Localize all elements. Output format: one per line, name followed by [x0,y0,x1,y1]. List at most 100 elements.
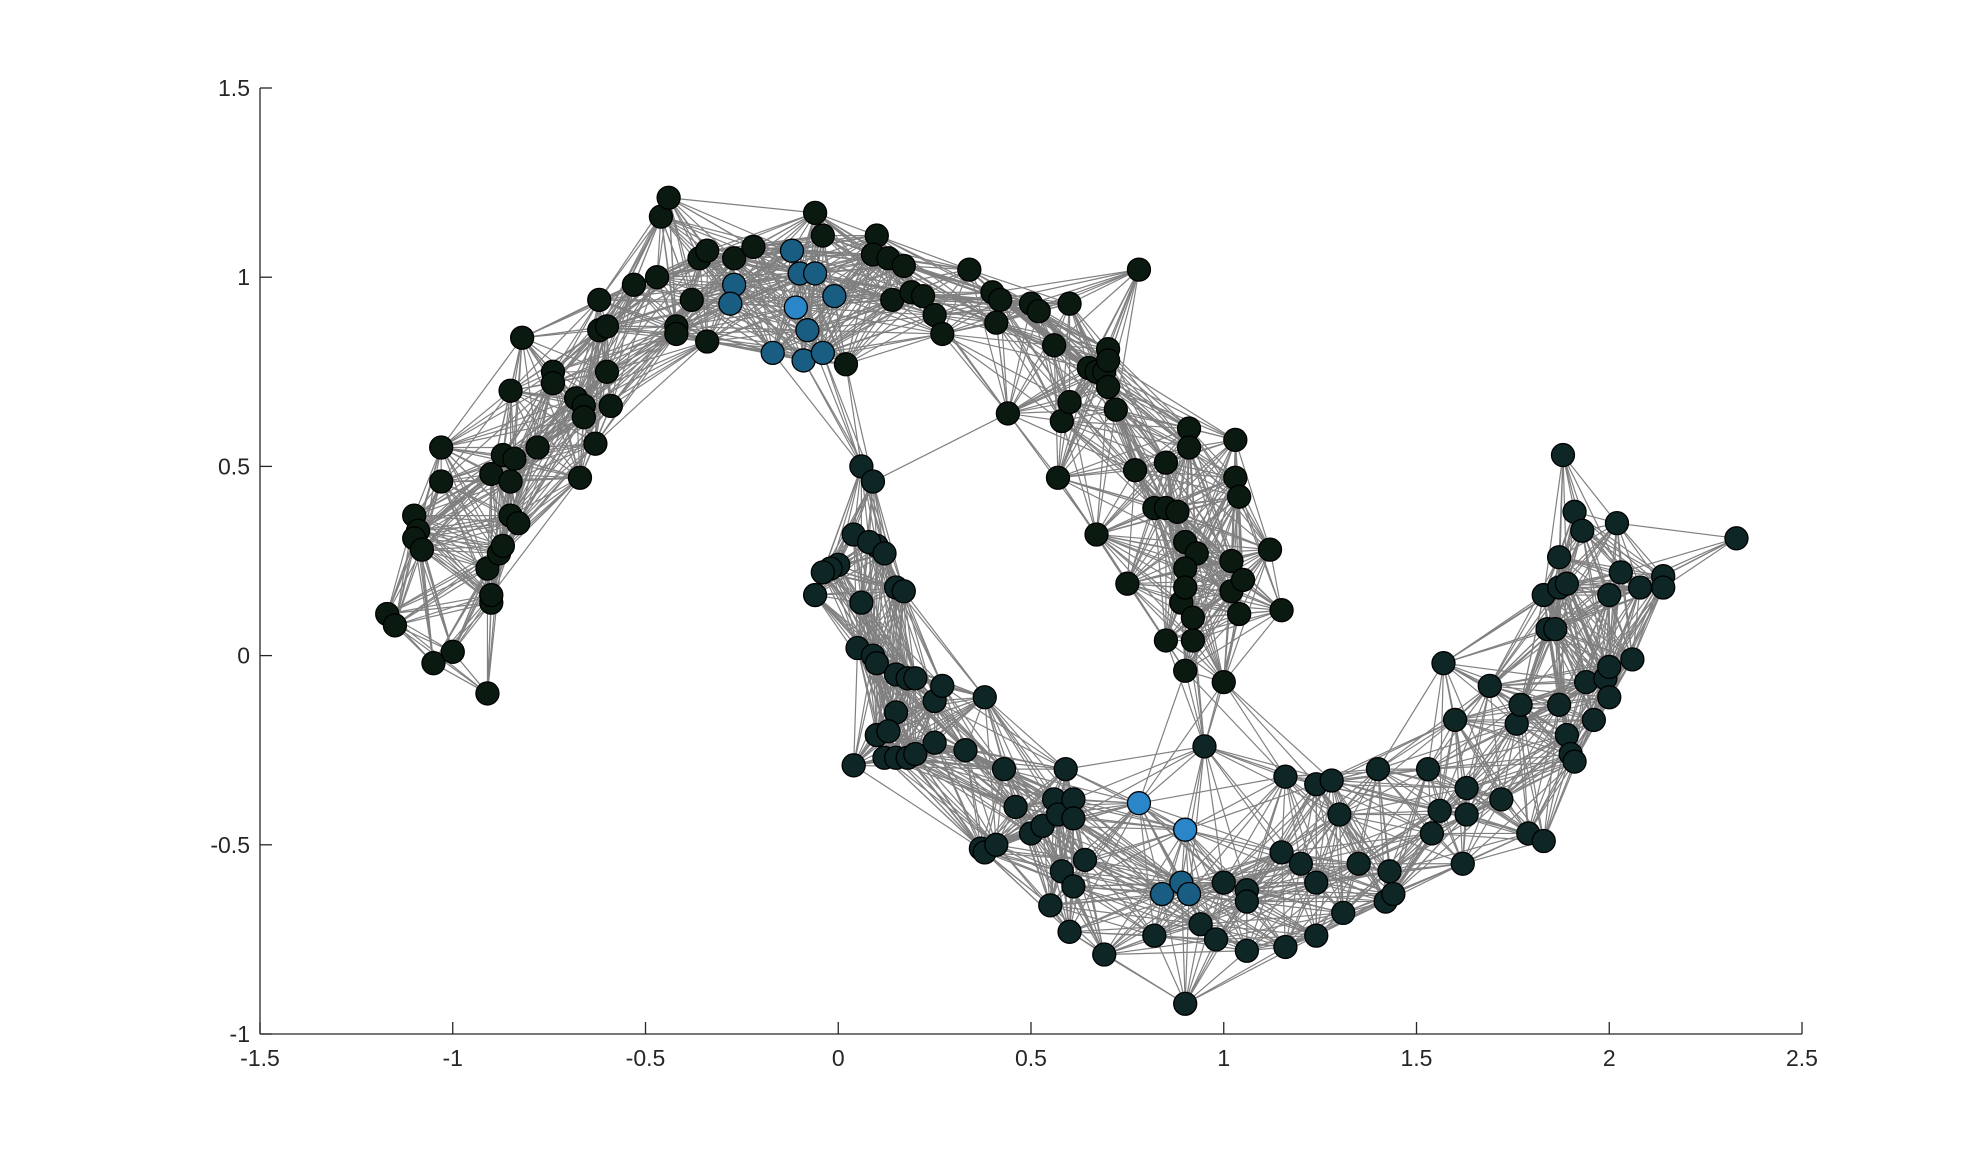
graph-edge [606,299,693,373]
graph-edge [772,352,862,467]
graph-edge [1339,813,1433,835]
graph-edge [1616,522,1737,539]
graph-edge [1234,439,1271,550]
graph-edge [1188,893,1286,948]
point [1038,893,1063,918]
graph-edge [1096,534,1182,604]
graph-edge [1188,893,1248,952]
point [860,469,886,494]
graph-edge [1566,594,1610,736]
graph-edge [1196,439,1236,554]
graph-edge [733,235,877,286]
graph-edge [1284,776,1302,864]
graph-edge [1184,670,1206,747]
graph-edge [1466,704,1560,815]
point [695,238,720,263]
point [1627,575,1653,600]
graph-edge [1115,409,1167,464]
graph-edge [1038,269,1140,312]
graph-edge [440,337,523,448]
graph-edge [1165,439,1236,464]
point [1173,991,1198,1016]
point [567,465,593,490]
graph-edge [1161,893,1186,1004]
graph-edge [1185,829,1282,853]
graph-edge [579,371,608,478]
point [1173,817,1198,842]
point [502,446,527,471]
point [509,325,535,350]
graph-edge [1084,829,1186,861]
graph-edge [1300,832,1433,865]
graph-edge [1489,594,1545,687]
graph-edge [1388,768,1429,872]
graph-edge [1527,761,1576,834]
graph-edge [1107,386,1190,430]
graph-edge [1315,810,1440,884]
graph-edge [814,272,935,316]
graph-edge [1439,685,1491,811]
point [1597,582,1622,608]
point [1072,847,1098,873]
graph-edge [914,753,986,853]
graph-edge [1072,802,1140,887]
graph-edge [1184,950,1248,1005]
point [722,246,747,271]
graph-edge [934,700,1005,770]
graph-edge [1489,556,1560,687]
graph-edge [1620,537,1737,573]
graph-edge [969,269,1070,305]
graph-edge [1030,269,1140,305]
point [1057,291,1082,316]
graph-edge [510,447,539,516]
point [1550,442,1576,468]
graph-edge [1223,681,1317,785]
point [1211,870,1236,895]
graph-edge [1153,935,1186,1004]
point [1269,840,1294,865]
graph-edge [1188,746,1206,895]
graph-edge [1392,814,1468,895]
point [409,537,435,562]
graph-edge [1184,613,1240,672]
graph-edge [1184,946,1286,1005]
graph-edge [1065,768,1186,831]
point [1149,881,1175,907]
graph-edge [814,273,824,353]
graph-edge [1188,851,1282,895]
point [1188,912,1213,937]
graph-edge [660,216,754,248]
point [1431,651,1456,676]
graph-edge [1126,462,1167,584]
graph-edge [853,655,874,766]
axes: -1.5 -1 -0.5 0 0.5 1 1.5 2 2.5-1-0.500.511.5 [210,75,1818,1071]
graph-edge [984,696,1067,770]
graph-edge [980,768,1005,849]
point [903,741,928,767]
graph-edge [707,234,823,252]
point [1450,851,1475,876]
graph-edge [1073,798,1182,884]
graph-edge [1165,549,1271,641]
graph-edge [1454,719,1502,800]
graph-edge [934,742,997,846]
graph-edge [1184,829,1248,891]
graph-edge [1153,507,1167,641]
graph-edge [1184,901,1248,1005]
graph-edge [1608,587,1641,668]
graph-edge [440,447,500,554]
graph-edge [1104,950,1247,956]
graph-edge [1061,420,1155,509]
graph-edge [1620,572,1633,660]
graph-edge [834,269,970,297]
graph-edge [1165,640,1206,747]
graph-edge [1180,776,1286,884]
point [1489,787,1514,812]
graph-edge [1223,681,1286,778]
graph-edge [807,314,935,331]
graph-edge [510,390,585,418]
point [1327,802,1352,827]
point [475,681,500,706]
graph-edge [807,257,889,331]
x-tick-label: 1 [1217,1045,1230,1071]
